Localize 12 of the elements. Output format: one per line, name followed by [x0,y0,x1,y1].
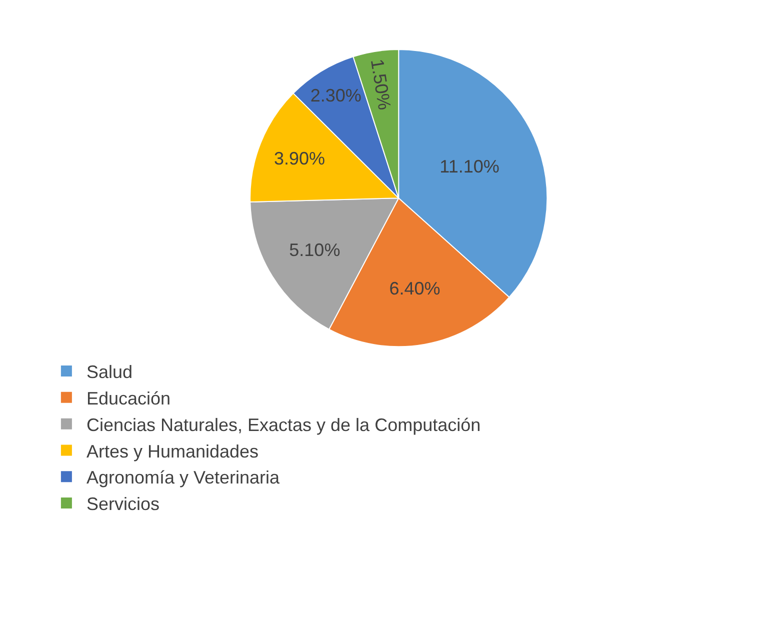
data-label: 11.10% [440,156,500,176]
data-label: 6.40% [389,278,440,299]
legend-label: Ciencias Naturales, Exactas y de la Computación [86,414,481,435]
legend-label: Salud [86,362,132,382]
legend-label: Agronomía y Veterinaria [86,468,281,488]
data-label: 1.50% [366,58,395,112]
data-label: 5.10% [289,240,340,260]
legend-label: Educación [86,388,171,408]
data-label: 3.90% [274,148,326,169]
legend-label: Servicios [86,494,160,514]
legend-label: Artes y Humanidades [86,441,259,462]
data-label: 2.30% [310,86,362,106]
